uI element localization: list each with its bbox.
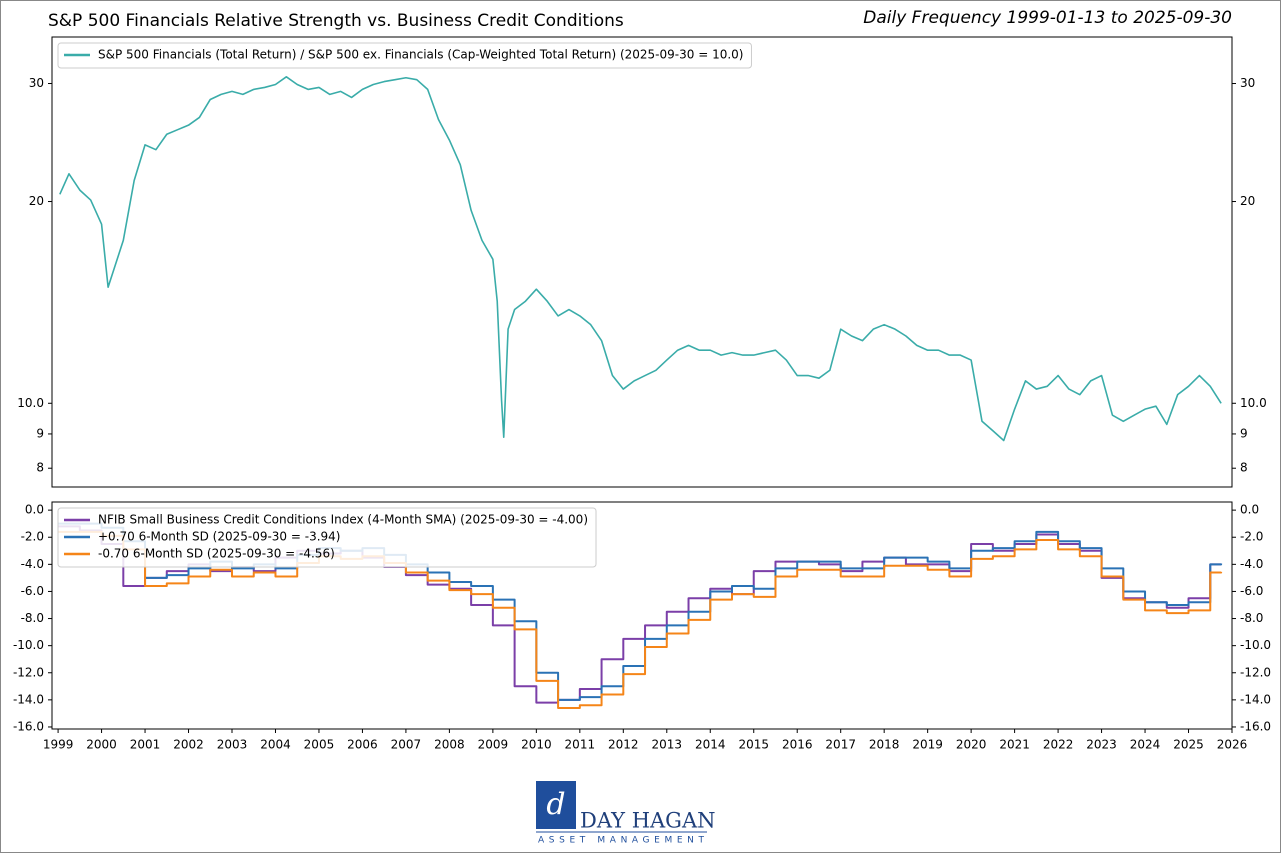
- y-tick-label: 20: [1240, 194, 1255, 208]
- logo-monogram: d: [546, 787, 565, 822]
- y-tick-label: 9: [1240, 426, 1248, 440]
- y-tick-label: -14.0: [13, 692, 44, 706]
- x-tick-label: 2018: [869, 738, 900, 752]
- y-tick-label: 10.0: [17, 396, 44, 410]
- legend-frame: [57, 507, 597, 568]
- x-tick-label: 2013: [652, 738, 683, 752]
- y-tick-label: -6.0: [21, 584, 44, 598]
- y-tick-label: -10.0: [1240, 638, 1271, 652]
- y-tick-label: 8: [36, 461, 44, 475]
- x-tick-label: 2002: [173, 738, 204, 752]
- x-tick-label: 2020: [956, 738, 987, 752]
- series-line: [59, 76, 1222, 442]
- logo-name: DAY HAGAN: [580, 809, 716, 833]
- x-tick-label: 2010: [521, 738, 552, 752]
- x-tick-label: 2007: [391, 738, 422, 752]
- y-tick-label: -4.0: [21, 557, 44, 571]
- x-tick-label: 2011: [565, 738, 596, 752]
- y-tick-label: 30: [29, 76, 44, 90]
- y-tick-label: -12.0: [13, 665, 44, 679]
- plot-frame: [51, 36, 1233, 488]
- y-tick-label: 20: [29, 194, 44, 208]
- y-tick-label: -8.0: [1240, 611, 1263, 625]
- x-tick-label: 2000: [86, 738, 117, 752]
- y-tick-label: 30: [1240, 76, 1255, 90]
- y-tick-label: -10.0: [13, 638, 44, 652]
- y-tick-label: -16.0: [1240, 719, 1271, 733]
- series-line: [58, 530, 1223, 709]
- y-tick-label: 10.0: [1240, 396, 1267, 410]
- x-tick-label: 2001: [130, 738, 161, 752]
- chart-title: S&P 500 Financials Relative Strength vs.…: [48, 11, 624, 31]
- y-tick-label: -4.0: [1240, 557, 1263, 571]
- y-tick-label: 0.0: [25, 503, 44, 517]
- legend-label: -0.70 6-Month SD (2025-09-30 = -4.56): [98, 547, 335, 561]
- plot-frame: [51, 501, 1233, 730]
- x-tick-label: 2024: [1130, 738, 1161, 752]
- legend-frame: [57, 42, 752, 69]
- legend-label: +0.70 6-Month SD (2025-09-30 = -3.94): [98, 530, 340, 544]
- logo-tagline: ASSET MANAGEMENT: [538, 836, 706, 846]
- y-tick-label: 0.0: [1240, 503, 1259, 517]
- y-tick-label: -2.0: [1240, 530, 1263, 544]
- logo: d DAY HAGAN ASSET MANAGEMENT: [536, 781, 716, 846]
- x-tick-label: 1999: [43, 738, 74, 752]
- x-tick-label: 2026: [1217, 738, 1248, 752]
- x-tick-label: 2023: [1086, 738, 1117, 752]
- y-tick-label: -16.0: [13, 719, 44, 733]
- x-tick-label: 2005: [304, 738, 335, 752]
- x-tick-label: 2006: [347, 738, 378, 752]
- y-tick-label: 8: [1240, 461, 1248, 475]
- legend-label: S&P 500 Financials (Total Return) / S&P …: [98, 48, 743, 62]
- x-tick-label: 2012: [608, 738, 639, 752]
- x-tick-label: 2008: [434, 738, 465, 752]
- x-tick-label: 2009: [478, 738, 509, 752]
- y-tick-label: -8.0: [21, 611, 44, 625]
- x-tick-label: 2014: [695, 738, 726, 752]
- series-group: [59, 76, 1222, 442]
- x-tick-label: 2019: [912, 738, 943, 752]
- legend-label: NFIB Small Business Credit Conditions In…: [98, 513, 588, 527]
- x-tick-label: 2022: [1043, 738, 1074, 752]
- x-tick-label: 2016: [782, 738, 813, 752]
- x-tick-label: 2003: [217, 738, 248, 752]
- y-tick-label: 9: [36, 426, 44, 440]
- y-tick-label: -14.0: [1240, 692, 1271, 706]
- y-tick-label: -2.0: [21, 530, 44, 544]
- x-tick-label: 2021: [999, 738, 1030, 752]
- logo-mark: [536, 781, 576, 829]
- y-tick-label: -6.0: [1240, 584, 1263, 598]
- y-tick-label: -12.0: [1240, 665, 1271, 679]
- x-tick-label: 2025: [1173, 738, 1204, 752]
- x-tick-label: 2015: [738, 738, 769, 752]
- chart-subtitle: Daily Frequency 1999-01-13 to 2025-09-30: [863, 8, 1232, 28]
- x-tick-label: 2017: [825, 738, 856, 752]
- x-tick-label: 2004: [260, 738, 291, 752]
